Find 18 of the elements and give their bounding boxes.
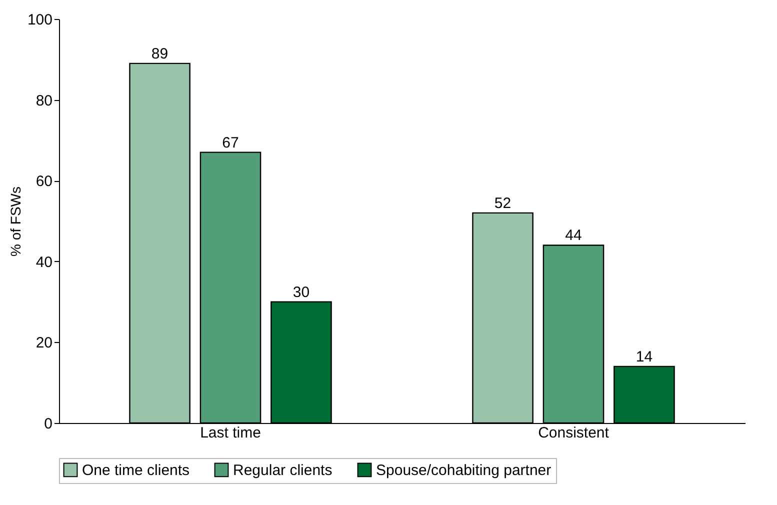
data-label: 14 — [636, 348, 653, 366]
y-tick-label: 20 — [36, 334, 52, 352]
y-tick-label: 40 — [36, 254, 52, 271]
data-label: 67 — [222, 134, 239, 152]
data-label: 52 — [494, 194, 512, 212]
y-tick-label: 0 — [44, 416, 52, 432]
data-label: 89 — [151, 45, 168, 62]
y-axis-title: % of FSWs — [7, 186, 24, 257]
y-tick-label: 60 — [36, 173, 52, 190]
data-label: 44 — [565, 227, 582, 244]
y-tick-label: 80 — [36, 92, 52, 110]
legend-label: Regular clients — [233, 462, 332, 479]
y-tick-label: 100 — [27, 12, 52, 28]
data-label: 30 — [292, 284, 310, 301]
legend-label: Spouse/cohabiting partner — [376, 462, 552, 479]
x-tick-label: Consistent — [538, 424, 610, 442]
x-tick-label: Last time — [200, 424, 261, 442]
legend-label: One time clients — [82, 462, 190, 479]
